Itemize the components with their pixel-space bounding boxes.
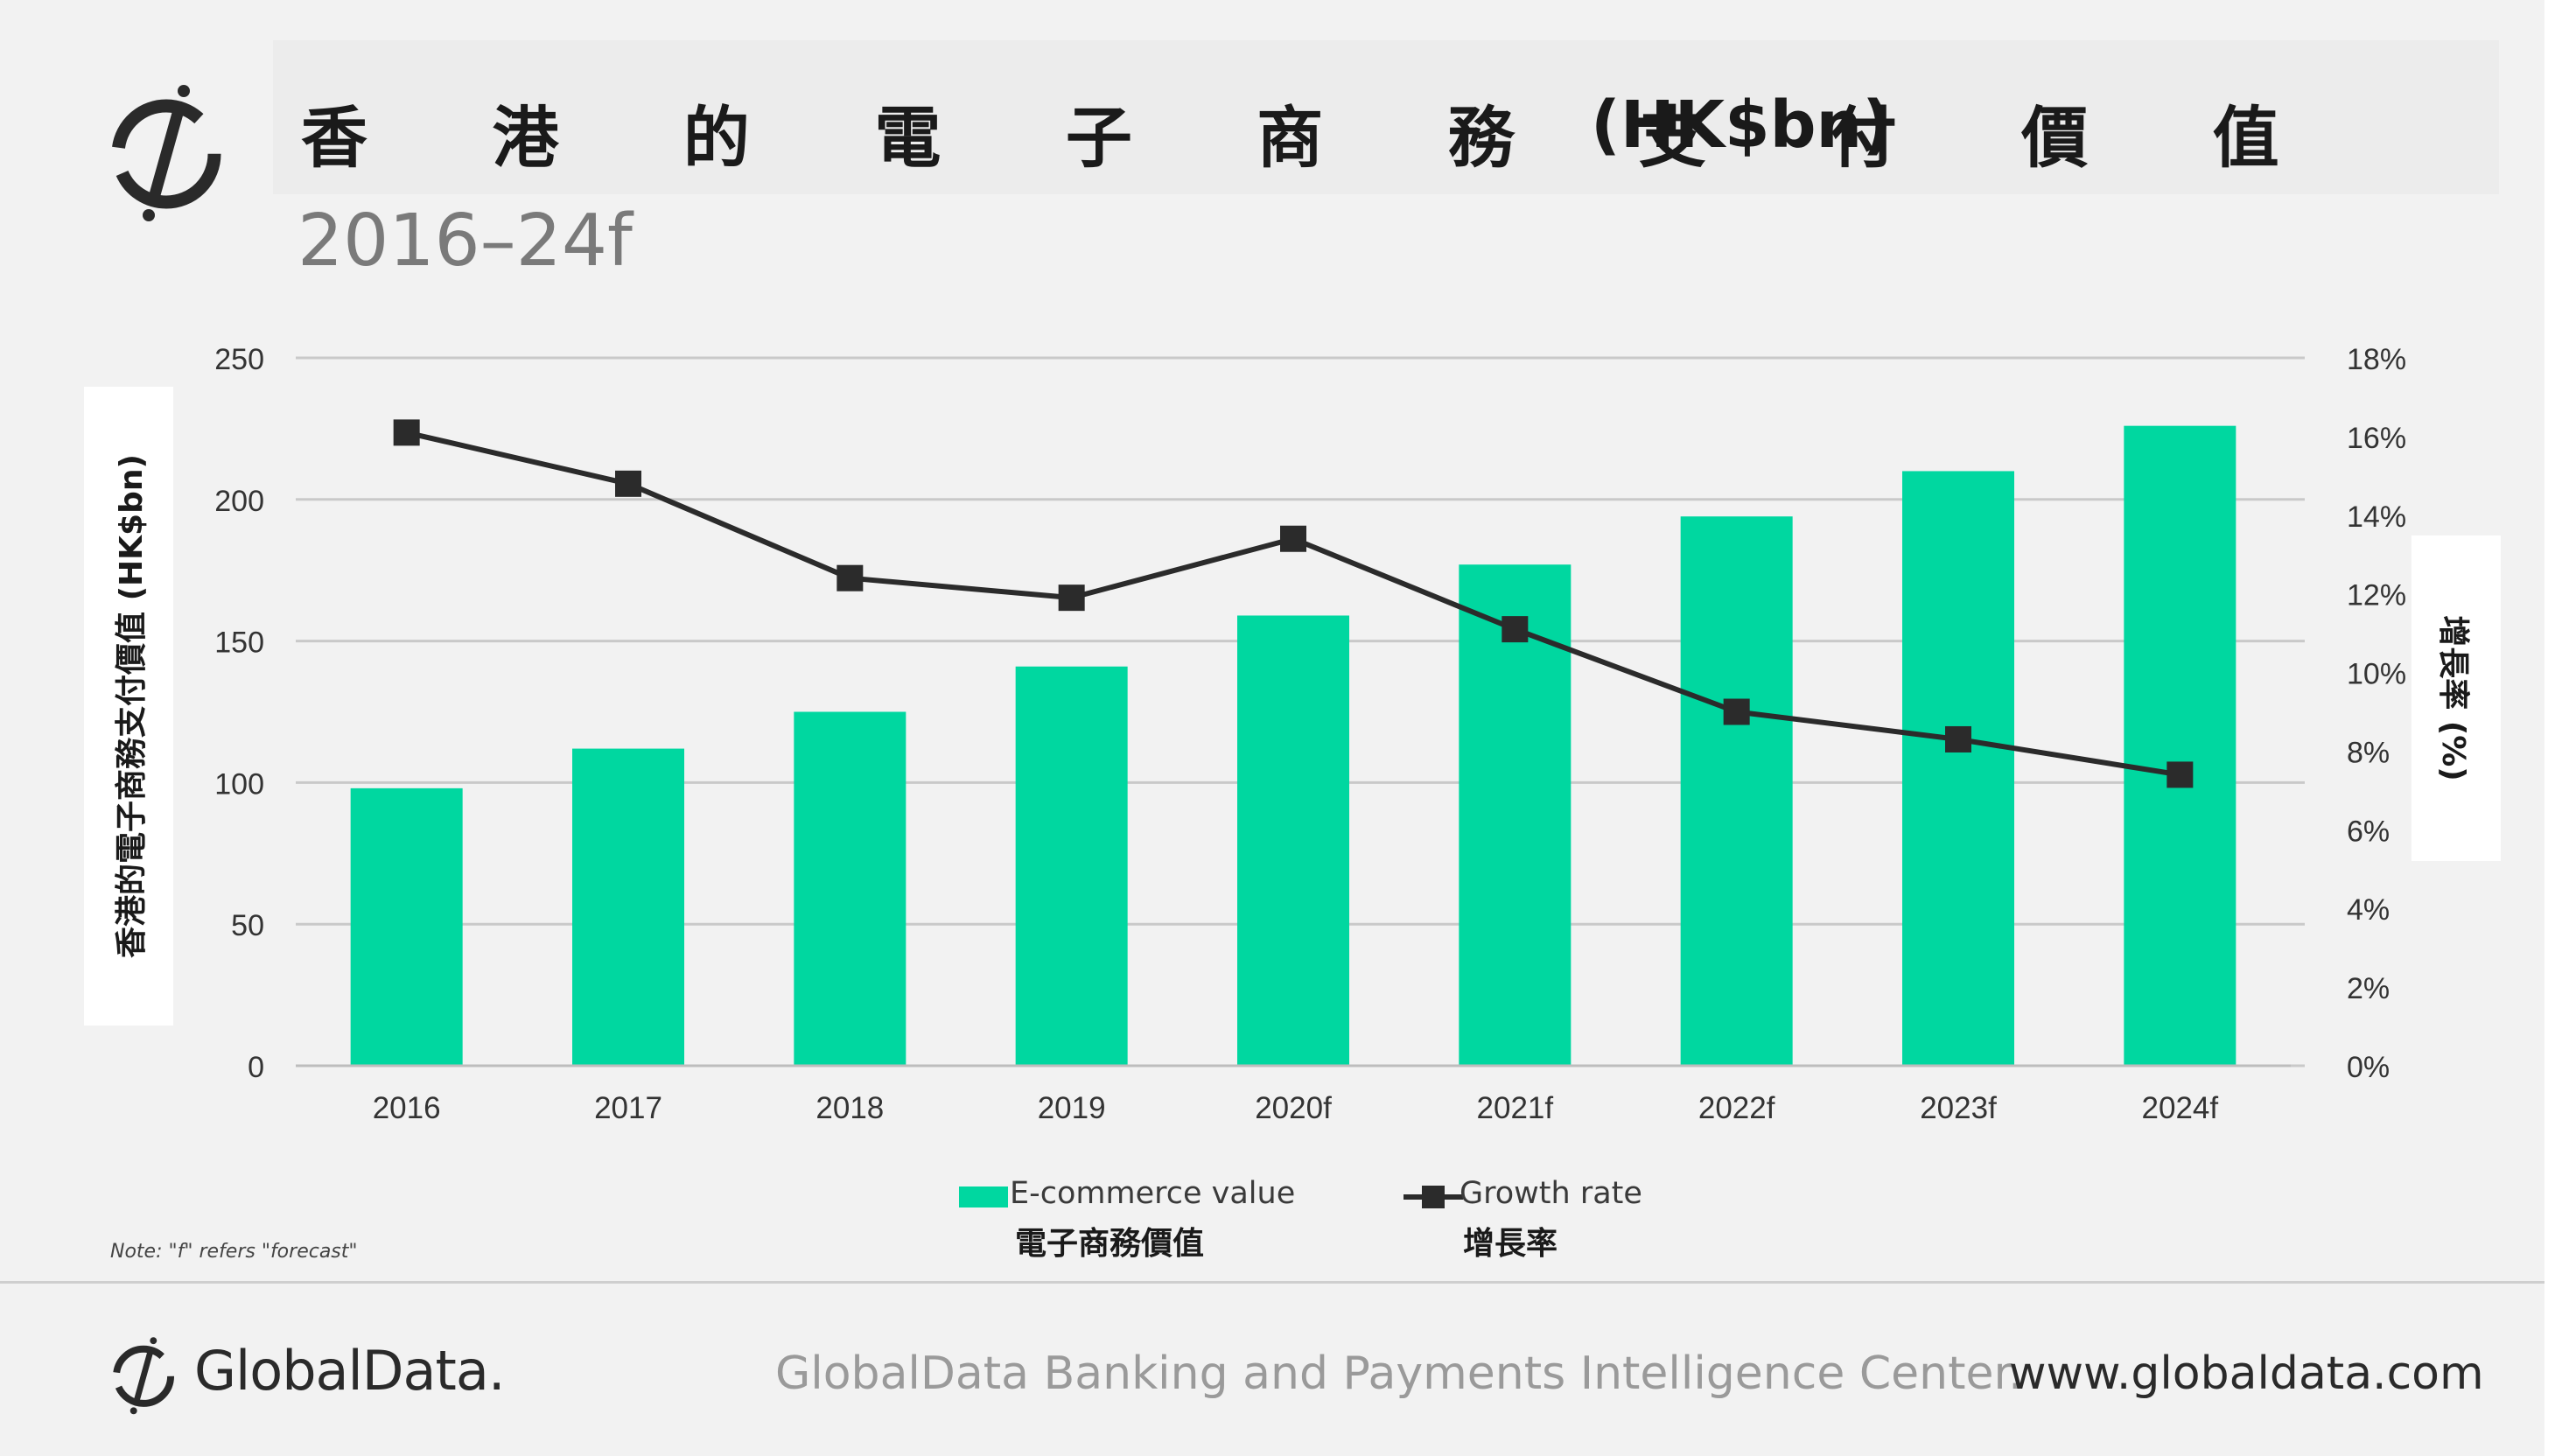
- y-tick-label-left: 100: [214, 767, 264, 801]
- y-axis-label-left: 香港的電子商務支付價值 (HK$bn): [114, 454, 150, 958]
- x-tick-label: 2019: [1038, 1091, 1106, 1125]
- y-tick-label-left: 200: [214, 485, 264, 518]
- y-tick-label-right: 0%: [2347, 1051, 2390, 1084]
- y-tick-label-left: 150: [214, 626, 264, 660]
- y-tick-label-right: 6%: [2347, 815, 2390, 848]
- y-tick-label-left: 0: [248, 1051, 264, 1084]
- bar-2022f: [1680, 516, 1793, 1066]
- y-tick-label-right: 4%: [2347, 893, 2390, 927]
- x-tick-label: 2018: [816, 1091, 884, 1125]
- x-tick-label: 2017: [594, 1091, 662, 1125]
- footer-brand: GlobalData.: [194, 1339, 506, 1403]
- growth-rate-marker-2018: [836, 564, 864, 592]
- y-axis-label-right: 增長率 (%): [2435, 615, 2471, 781]
- footer-divider: [0, 1281, 2544, 1284]
- y-tick-label-left: 50: [231, 909, 264, 942]
- left-axis-label-box: [84, 387, 173, 1026]
- bar-2020f: [1237, 615, 1349, 1066]
- legend-label-ecommerce-en: E-commerce value: [1010, 1176, 1296, 1211]
- y-tick-label-right: 10%: [2347, 658, 2406, 691]
- legend-label-growth-en: Growth rate: [1460, 1176, 1642, 1211]
- x-tick-label: 2020f: [1255, 1091, 1332, 1125]
- x-tick-label: 2024f: [2142, 1091, 2219, 1125]
- globaldata-logo-icon: [111, 85, 221, 221]
- growth-rate-marker-2019: [1058, 584, 1085, 612]
- x-tick-label: 2021f: [1477, 1091, 1554, 1125]
- growth-rate-marker-2020f: [1280, 525, 1306, 552]
- growth-rate-marker-2023f: [1945, 725, 1971, 752]
- bar-2021f: [1459, 564, 1572, 1066]
- chart-title-unit: (HK$bn): [1591, 88, 1893, 163]
- x-tick-label: 2016: [373, 1091, 441, 1125]
- footer-url-link[interactable]: www.globaldata.com: [2009, 1348, 2484, 1400]
- y-tick-label-right: 16%: [2347, 422, 2406, 455]
- right-axis-label-box: [2412, 536, 2501, 861]
- y-tick-label-right: 2%: [2347, 972, 2390, 1005]
- y-tick-label-right: 18%: [2347, 343, 2406, 376]
- growth-rate-marker-2017: [615, 470, 641, 497]
- forecast-note: Note: "f" refers "forecast": [110, 1241, 358, 1263]
- y-tick-label-right: 8%: [2347, 736, 2390, 769]
- growth-rate-marker-2021f: [1502, 616, 1529, 643]
- x-tick-label: 2022f: [1698, 1091, 1775, 1125]
- bar-2016: [350, 788, 463, 1066]
- legend-label-ecommerce-zh: 電子商務價值: [1015, 1226, 1205, 1262]
- x-tick-label: 2023f: [1920, 1091, 1997, 1125]
- legend-swatch-line: [1404, 1186, 1463, 1208]
- chart-subtitle: 2016–24f: [298, 200, 633, 283]
- y-tick-label-right: 12%: [2347, 579, 2406, 612]
- y-tick-label-right: 14%: [2347, 500, 2406, 534]
- title-band: [273, 40, 2499, 194]
- growth-rate-marker-2022f: [1723, 698, 1750, 725]
- globaldata-footer-logo-icon: [112, 1337, 175, 1415]
- bar-2019: [1015, 666, 1128, 1066]
- bar-2023f: [1902, 471, 2014, 1066]
- legend-swatch-bar: [959, 1186, 1008, 1208]
- right-margin-strip: [2544, 0, 2576, 1456]
- growth-rate-marker-2024f: [2166, 761, 2194, 788]
- footer-center-text: GlobalData Banking and Payments Intellig…: [775, 1348, 2023, 1400]
- bar-2024f: [2124, 425, 2236, 1066]
- bar-2017: [572, 748, 684, 1066]
- growth-rate-marker-2016: [393, 419, 420, 446]
- y-tick-label-left: 250: [214, 343, 264, 376]
- legend-label-growth-zh: 增長率: [1463, 1226, 1558, 1262]
- chart-title: 香 港 的 電 子 商 務 支 付 價 值: [301, 99, 2330, 177]
- bar-2018: [794, 711, 906, 1066]
